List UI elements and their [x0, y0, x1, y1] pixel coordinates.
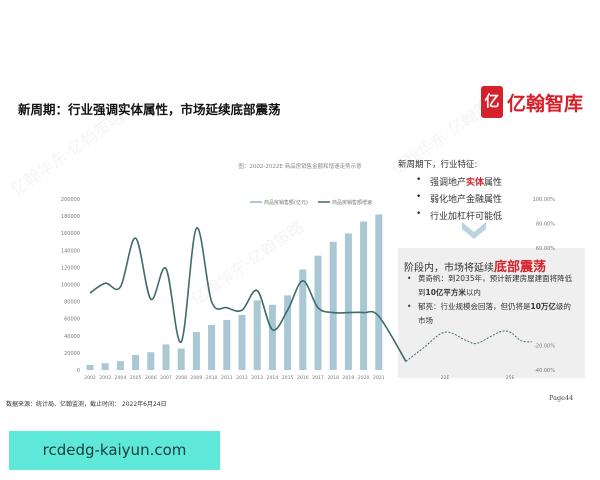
logo-text: 亿翰智库 — [507, 93, 584, 115]
x-tick-label: 2010 — [206, 375, 218, 381]
x-tick-label: 2016 — [297, 375, 309, 381]
x-tick-label: 2014 — [267, 375, 279, 381]
x-tick-label: 2005 — [130, 375, 142, 381]
page-number: Page44 — [549, 394, 574, 402]
feature-item: 行业加杠杆可能低 — [416, 209, 502, 222]
x-tick-label: 2020 — [358, 375, 370, 381]
feature-item: 强调地产实体属性 — [416, 175, 502, 188]
outlook-bullet: 黄奇帆：到2035年，预计新建房屋建面将降低到10亿平方米以内 — [407, 272, 578, 300]
right-tick-label: -40.00% — [534, 368, 555, 374]
bar-2012 — [238, 314, 246, 370]
x-tick-label: 2003 — [99, 375, 111, 381]
url-banner[interactable]: rcdedg-kaiyun.com — [9, 431, 220, 470]
x-tick-label: 2017 — [312, 375, 324, 381]
x-tick-label: 2018 — [327, 375, 339, 381]
bar-2020 — [360, 221, 368, 370]
legend-label-bar: 商品房销售额(亿元) — [264, 199, 308, 206]
left-tick-label: 20000 — [64, 351, 80, 357]
x-tick-label: 2015 — [282, 375, 294, 381]
left-tick-label: 0 — [77, 368, 80, 374]
bar-2016 — [299, 269, 307, 370]
data-source: 数据来源：统计局、亿翰监测，截止时间： 2022年6月24日 — [6, 401, 167, 408]
growth-line — [89, 227, 407, 362]
bar-2021 — [375, 214, 383, 370]
x-tick-label: 2002 — [84, 375, 96, 381]
left-tick-label: 100000 — [61, 283, 80, 289]
legend-label-line: 商品房销售额增速 — [332, 199, 372, 206]
bar-2002 — [86, 364, 94, 370]
bar-2006 — [147, 352, 155, 370]
chart: 图：2002-2022E 商品房销售金额和增速走势示意 0 20000 40000 60… — [61, 162, 585, 381]
x-tick-label: 2006 — [145, 375, 157, 381]
left-tick-label: 120000 — [61, 265, 80, 271]
feature-item: 弱化地产金融属性 — [416, 192, 502, 205]
chevron-down-icon — [462, 222, 486, 239]
bar-2005 — [132, 354, 140, 370]
bar-2019 — [344, 233, 352, 370]
x-tick-label: 25E — [506, 375, 515, 381]
bar-2004 — [116, 361, 124, 370]
bar-2014 — [268, 304, 276, 370]
outlook-bullet: 郁亮：行业规模会回落，但仍将是10万亿级的市场 — [407, 300, 578, 328]
right-tick-label: 100.00% — [533, 197, 555, 203]
x-tick-label: 2021 — [373, 375, 385, 381]
bar-2018 — [329, 241, 337, 370]
bar-2013 — [253, 300, 261, 370]
x-tick-label: 2008 — [175, 375, 187, 381]
x-tick-label: 2011 — [221, 375, 233, 381]
right-tick-label: 80.00% — [536, 221, 555, 227]
x-tick-label: 2004 — [115, 375, 127, 381]
bar-2017 — [314, 255, 322, 370]
left-tick-label: 140000 — [61, 248, 80, 254]
x-tick-label: 2007 — [160, 375, 172, 381]
bar-2011 — [223, 319, 231, 370]
forecast-line — [405, 330, 532, 362]
bar-2010 — [208, 324, 216, 370]
left-tick-label: 200000 — [61, 197, 80, 203]
bar-2007 — [162, 344, 170, 370]
bar-2009 — [192, 332, 200, 370]
x-tick-label: 2009 — [191, 375, 203, 381]
page-title: 新周期：行业强调实体属性，市场延续底部震荡 — [18, 102, 281, 117]
x-tick-label: 2019 — [343, 375, 355, 381]
left-tick-label: 180000 — [61, 214, 80, 220]
left-tick-label: 160000 — [61, 231, 80, 237]
bar-2003 — [101, 363, 109, 370]
left-tick-label: 40000 — [64, 334, 80, 340]
chart-title: 图：2002-2022E 商品房销售金额和增速走势示意 — [238, 162, 362, 170]
x-tick-label: 2012 — [236, 375, 248, 381]
bar-2015 — [284, 295, 292, 370]
right-tick-label: -20.00% — [534, 344, 555, 350]
x-tick-label: 22E — [441, 375, 450, 381]
left-tick-label: 60000 — [64, 317, 80, 323]
left-tick-label: 80000 — [64, 300, 80, 306]
right-tick-label: 60.00% — [536, 246, 555, 252]
bar-2008 — [177, 348, 185, 370]
features-heading: 新周期下，行业特征: — [398, 160, 478, 170]
x-tick-label: 2013 — [251, 375, 263, 381]
logo-icon: 亿 — [481, 86, 503, 118]
